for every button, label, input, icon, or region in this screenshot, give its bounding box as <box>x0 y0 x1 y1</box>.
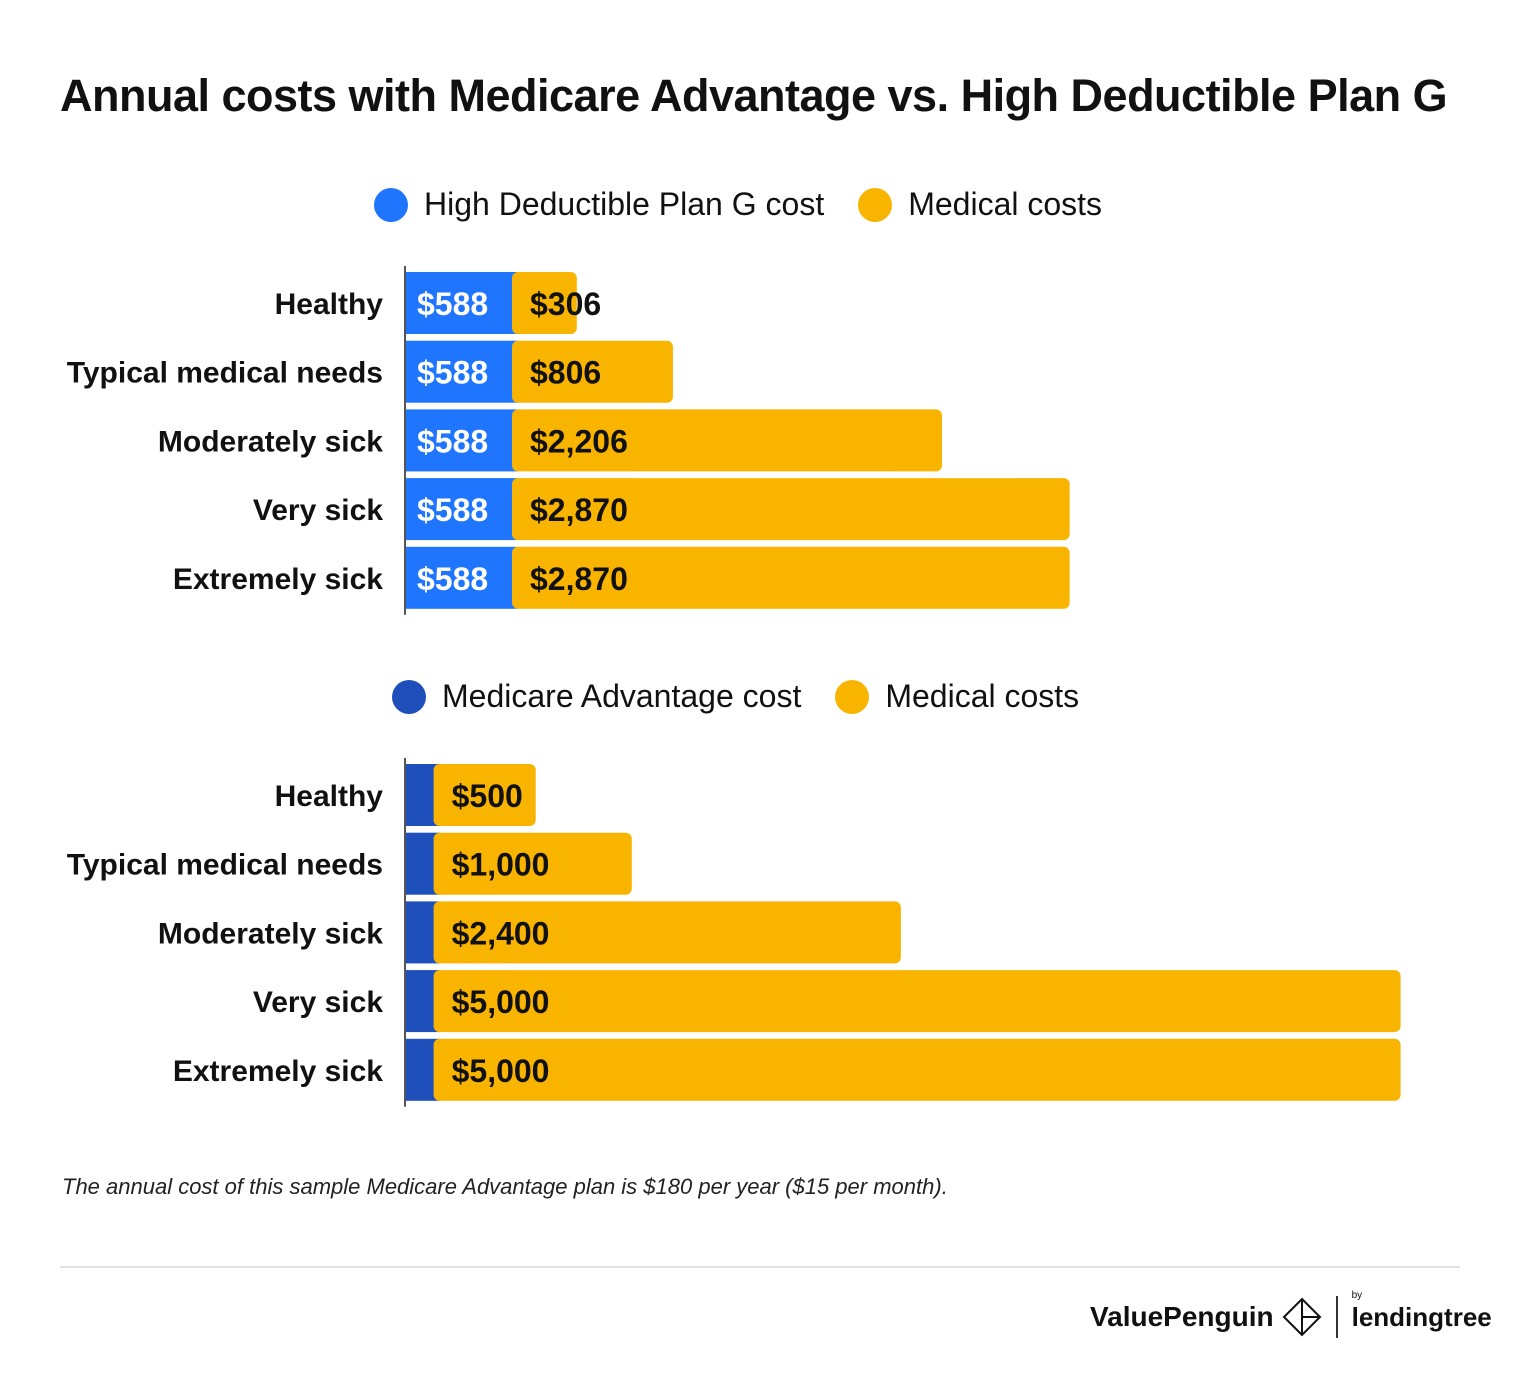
bar-segment <box>405 272 519 334</box>
footnote: The annual cost of this sample Medicare … <box>62 1174 948 1199</box>
data-label: $588 <box>417 355 488 391</box>
brand-logo: ValuePenguin by lendingtree <box>1090 1290 1492 1338</box>
bar-segment <box>512 340 673 403</box>
legend-item: High Deductible Plan G cost <box>374 186 824 223</box>
partner-name: lendingtree <box>1351 1301 1492 1332</box>
bar-segment <box>405 478 519 541</box>
data-label: $588 <box>417 286 488 322</box>
bar-segment <box>433 901 901 964</box>
logo-separator <box>1335 1296 1338 1338</box>
data-label: $5,000 <box>452 1053 550 1089</box>
data-label: $306 <box>530 286 601 322</box>
data-label: $500 <box>452 778 523 814</box>
category-label: Moderately sick <box>158 917 383 950</box>
category-label: Very sick <box>253 986 383 1019</box>
data-label: $588 <box>417 492 488 528</box>
category-label: Moderately sick <box>158 425 383 458</box>
data-label: $5,000 <box>452 984 550 1020</box>
divider <box>60 1266 1460 1268</box>
legend-swatch <box>835 679 870 714</box>
data-label: $2,870 <box>530 561 628 597</box>
bar-segment <box>512 409 943 472</box>
legend-swatch <box>858 187 893 222</box>
legend-item: Medical costs <box>858 186 1102 223</box>
chart-title: Annual costs with Medicare Advantage vs.… <box>60 70 1448 121</box>
legend-label: Medical costs <box>908 186 1103 222</box>
lendingtree-wordmark: by lendingtree <box>1351 1290 1492 1333</box>
category-label: Extremely sick <box>173 1055 383 1088</box>
bar-segment <box>405 546 519 609</box>
penguin-diamond-icon <box>1282 1297 1322 1337</box>
bar-segment <box>512 478 1070 541</box>
legend-item: Medical costs <box>835 678 1079 715</box>
legend-label: Medical costs <box>885 678 1080 714</box>
legend-swatch <box>392 679 426 714</box>
bar-segment <box>433 832 632 895</box>
legend-bottom: Medicare Advantage cost Medical costs <box>392 678 1113 715</box>
legend-label: High Deductible Plan G cost <box>424 186 825 222</box>
category-label: Healthy <box>275 780 384 813</box>
data-label: $2,206 <box>530 423 628 459</box>
by-label: by <box>1351 1289 1363 1301</box>
data-label: $2,870 <box>530 492 628 528</box>
bar-segment <box>512 272 577 334</box>
bar-segment <box>405 340 519 403</box>
data-label: $806 <box>530 355 601 391</box>
legend-label: Medicare Advantage cost <box>442 678 802 714</box>
bar-segment <box>433 764 536 826</box>
legend-swatch <box>374 187 408 222</box>
bar-segment <box>512 546 1070 609</box>
data-label: $588 <box>417 561 488 597</box>
data-label: $2,400 <box>452 915 550 951</box>
legend-top: High Deductible Plan G cost Medical cost… <box>374 186 1136 223</box>
category-label: Extremely sick <box>173 563 383 596</box>
bar-segment <box>405 409 519 472</box>
bar-segment <box>433 1038 1401 1101</box>
data-label: $1,000 <box>452 847 550 883</box>
category-label: Healthy <box>275 288 384 321</box>
category-label: Typical medical needs <box>67 357 383 390</box>
legend-item: Medicare Advantage cost <box>392 678 801 715</box>
valuepenguin-wordmark: ValuePenguin <box>1090 1301 1274 1332</box>
category-label: Typical medical needs <box>67 849 383 882</box>
data-label: $588 <box>417 423 488 459</box>
category-label: Very sick <box>253 494 383 527</box>
bar-segment <box>433 970 1401 1033</box>
